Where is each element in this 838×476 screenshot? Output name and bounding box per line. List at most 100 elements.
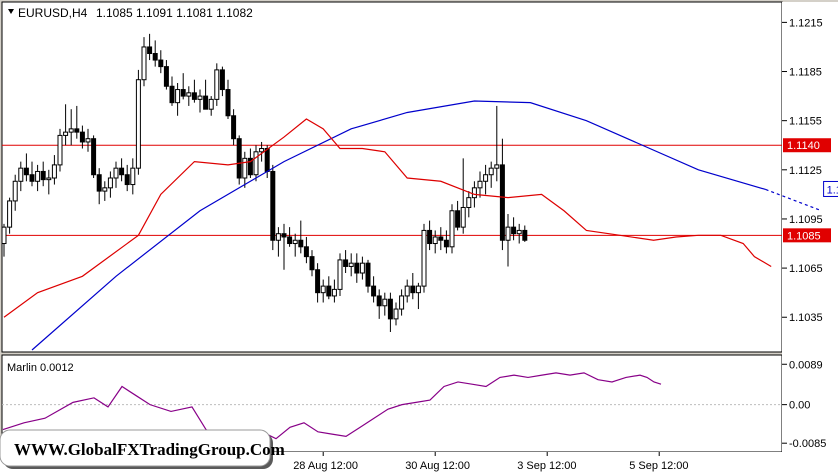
slow-ma-line	[31, 100, 766, 351]
osc-tick-label: 0.0089	[789, 359, 823, 371]
candle-body	[68, 128, 74, 133]
price-tick-label: 1.1035	[789, 312, 823, 324]
candle-body	[169, 85, 175, 104]
candle-body	[219, 69, 225, 91]
candle-body	[63, 131, 69, 136]
candle-body	[18, 167, 24, 182]
candle-body	[57, 134, 63, 166]
osc-tick-label: 0.00	[789, 400, 810, 412]
candle-body	[460, 206, 466, 228]
candle-body	[421, 229, 427, 287]
candle-body	[124, 174, 130, 186]
candle-body	[410, 285, 416, 294]
candle-body	[522, 229, 528, 241]
forecast-label-box	[823, 180, 838, 197]
candle-body	[231, 115, 237, 140]
candle-body	[404, 285, 410, 297]
candle-body	[158, 59, 164, 68]
time-tick-label: 3 Sep 12:00	[517, 460, 576, 472]
candle-body	[343, 259, 349, 267]
candle-body	[315, 269, 321, 294]
candle-body	[7, 200, 13, 228]
candle-body	[337, 259, 343, 290]
candle-body	[471, 187, 477, 199]
candle-body	[236, 138, 242, 179]
candle-body	[326, 285, 332, 297]
candle-body	[466, 197, 472, 208]
candle-body	[12, 180, 18, 202]
level-label: 1.1085	[787, 230, 821, 242]
candle-body	[175, 89, 181, 104]
candle-body	[23, 167, 29, 176]
candle-body	[359, 262, 365, 274]
candle-body	[281, 233, 287, 238]
candle-body	[107, 177, 113, 189]
time-tick-label: 28 Aug 12:00	[293, 460, 358, 472]
candle-body	[488, 167, 494, 176]
osc-tick-label: -0.0085	[789, 438, 826, 450]
candle-body	[113, 167, 119, 179]
candle-body	[348, 262, 354, 267]
slow-ma-forecast-line	[765, 188, 822, 212]
candle-body	[438, 236, 444, 241]
candle-body	[371, 285, 377, 297]
candle-body	[130, 167, 136, 186]
candle-body	[186, 92, 192, 97]
watermark-box	[0, 429, 271, 467]
candle-body	[208, 98, 214, 110]
price-tick-label: 1.1185	[789, 67, 822, 79]
price-tick-label: 1.1215	[789, 17, 823, 29]
moving-averages: 1.1113	[3, 100, 838, 351]
candle-body	[79, 131, 85, 143]
candle-body	[85, 138, 91, 143]
candle-body	[225, 89, 231, 117]
candle-body	[242, 157, 248, 179]
candle-body	[119, 167, 125, 176]
candle-body	[365, 262, 371, 287]
candle-body	[275, 233, 281, 241]
candle-body	[29, 174, 35, 182]
candle-body	[516, 229, 522, 235]
candle-body	[320, 285, 326, 294]
symbol-label: EURUSD,H4	[18, 6, 88, 20]
candle-body	[455, 210, 461, 228]
candle-body	[309, 256, 315, 271]
candle-body	[376, 295, 382, 307]
candle-body	[415, 285, 421, 294]
candle-body	[511, 226, 517, 235]
candle-body	[35, 170, 41, 182]
price-tick-label: 1.1065	[789, 263, 823, 275]
candle-body	[449, 210, 455, 248]
candle-body	[432, 236, 438, 245]
candle-body	[135, 79, 141, 169]
candle-body	[331, 288, 337, 297]
candle-body	[214, 69, 220, 100]
level-label-box	[783, 138, 831, 153]
price-axis: 1.1215 1.1185 1.1155 1.1125 1.1095 1.1065 1.10…	[782, 17, 823, 324]
candle-body	[91, 138, 97, 176]
ohlc-values: 1.1085 1.1091 1.1081 1.1082	[96, 6, 253, 20]
candle-body	[203, 95, 209, 110]
candle-body	[264, 148, 270, 172]
time-tick-label: 5 Sep 12:00	[629, 460, 688, 472]
candle-body	[152, 53, 158, 61]
candle-body	[477, 180, 483, 189]
candle-body	[96, 174, 102, 192]
candle-body	[354, 262, 360, 274]
candle-body	[180, 89, 186, 97]
candle-body	[259, 148, 265, 153]
candle-body	[399, 295, 405, 310]
price-tick-label: 1.1095	[789, 214, 823, 226]
candle-body	[382, 298, 388, 307]
chart-menu-triangle-icon[interactable]	[8, 9, 14, 14]
candle-body	[102, 187, 108, 192]
candle-body	[51, 164, 57, 179]
marlin-line	[2, 372, 662, 440]
candle-body	[40, 170, 46, 181]
time-tick-label: 30 Aug 12:00	[405, 460, 470, 472]
candle-body	[292, 239, 298, 245]
oscillator-axis: 0.0089 0.00 -0.0085	[782, 359, 826, 450]
candle-body	[393, 308, 399, 320]
candle-body	[163, 66, 169, 87]
level-label-box	[783, 228, 831, 243]
